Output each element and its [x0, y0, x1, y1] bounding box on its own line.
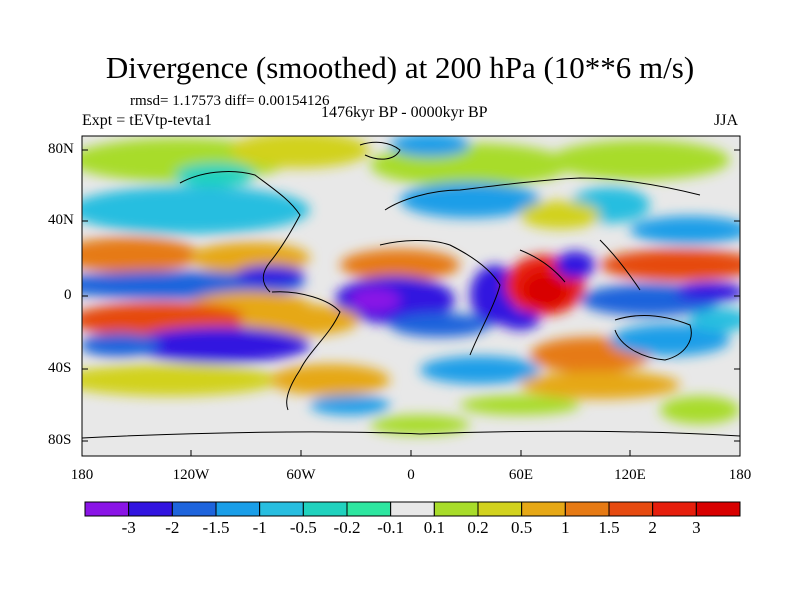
chart-title: Divergence (smoothed) at 200 hPa (10**6 …: [105, 50, 695, 85]
colorbar-label: -0.5: [289, 518, 317, 537]
colorbar-label: 2: [648, 518, 657, 537]
experiment-label: Expt = tEVtp-tevta1: [82, 112, 212, 129]
colorbar-label: -1.5: [202, 518, 230, 537]
colorbar-label: 0.5: [511, 518, 533, 537]
colorbar-swatch: [521, 501, 566, 517]
colorbar-label: 1.5: [598, 518, 620, 537]
coastlines: [82, 141, 740, 439]
x-tick-120w: 120W: [172, 467, 210, 483]
y-tick-40s: 40S: [48, 360, 72, 376]
colorbar-label: -0.1: [377, 518, 405, 537]
x-tick-120e: 120E: [614, 467, 646, 483]
colorbar-swatch: [84, 501, 130, 517]
season-label: JJA: [714, 112, 739, 129]
colorbar-swatch: [215, 501, 261, 517]
colorbar-swatch: [346, 501, 392, 517]
period-label: 1476kyr BP - 0000kyr BP: [321, 104, 488, 121]
rmsd-stats: rmsd= 1.17573 diff= 0.00154126: [130, 93, 330, 109]
colorbar-swatch: [128, 501, 173, 517]
x-tick-180w: 180: [70, 467, 94, 483]
x-tick-180e: 180: [728, 467, 752, 483]
colorbar-swatch: [695, 501, 741, 517]
colorbar-label: 0.2: [467, 518, 489, 537]
colorbar-swatch: [564, 501, 610, 517]
colorbar-swatch: [477, 501, 523, 517]
colorbar-label: -1: [252, 518, 267, 537]
colorbar-swatch: [171, 501, 217, 517]
colorbar-label: 1: [561, 518, 570, 537]
x-tick-0: 0: [407, 467, 415, 483]
y-tick-80n: 80N: [48, 141, 74, 157]
y-tick-0: 0: [64, 287, 72, 303]
colorbar-label: 3: [692, 518, 701, 537]
colorbar-swatch: [302, 501, 348, 517]
colorbar-label: -0.2: [333, 518, 361, 537]
colorbar-label: -2: [165, 518, 180, 537]
x-tick-60e: 60E: [508, 467, 534, 483]
colorbar-swatch: [433, 501, 479, 517]
colorbar-swatch: [390, 501, 435, 517]
colorbar-swatch: [608, 501, 654, 517]
y-tick-40n: 40N: [48, 212, 74, 228]
colorbar-swatch: [652, 501, 697, 517]
colorbar-swatch: [259, 501, 304, 517]
y-tick-80s: 80S: [48, 432, 72, 448]
colorbar-label: 0.1: [423, 518, 445, 537]
divergence-field: [82, 136, 740, 456]
colorbar-label: -3: [121, 518, 136, 537]
colorbar: [84, 501, 741, 517]
x-tick-60w: 60W: [286, 467, 316, 483]
